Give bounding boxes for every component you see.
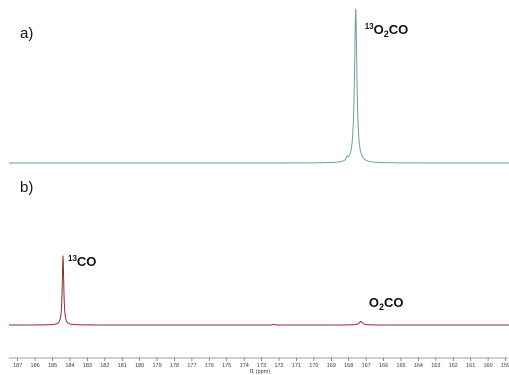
x-tick-label: 162 [449,363,458,369]
x-tick-label: 173 [257,363,266,369]
x-tick-label: 184 [65,363,74,369]
peak-label-13co: 13CO [68,254,96,269]
x-tick-label: 171 [292,363,301,369]
x-tick-label: 182 [100,363,109,369]
peak-label-o2co: O2CO [369,295,404,312]
x-tick-label: 172 [274,363,283,369]
x-tick-label: 181 [118,363,127,369]
x-tick-label: 178 [170,363,179,369]
panel-a: a) 13O2CO [9,8,509,164]
x-tick-label: 183 [83,363,92,369]
x-tick-label: 160 [484,363,493,369]
x-tick-label: 164 [414,363,423,369]
x-tick-label: 168 [344,363,353,369]
x-tick-label: 185 [48,363,57,369]
x-tick-label: 186 [31,363,40,369]
x-tick-label: 161 [466,363,475,369]
x-tick-label: 180 [135,363,144,369]
peak-label-13o2co: 13O2CO [365,22,409,39]
x-tick-label: 159 [501,363,509,369]
x-tick-label: 177 [187,363,196,369]
x-tick-label: 175 [222,363,231,369]
panel-b: b) 13CO O2CO [9,179,509,326]
x-axis-ticks: 187 186 185 184 183 182 181 180 179 178 177 176 175 1… [13,358,509,369]
x-axis: 187 186 185 184 183 182 181 180 179 178 177 176 175 1… [9,357,509,375]
x-tick-label: 176 [205,363,214,369]
x-tick-label: 163 [431,363,440,369]
x-tick-label: 170 [309,363,318,369]
x-tick-label: 179 [152,363,161,369]
x-tick-label: 187 [13,363,22,369]
x-tick-label: 174 [240,363,249,369]
x-tick-label: 166 [379,363,388,369]
x-tick-label: 167 [362,363,371,369]
x-tick-label: 165 [396,363,405,369]
spectrum-trace-a [9,8,509,164]
x-axis-title: f1 (ppm) [250,369,271,375]
spectrum-trace-b [9,255,509,326]
panel-a-label: a) [20,25,33,42]
panel-b-label: b) [20,179,33,196]
x-tick-label: 169 [327,363,336,369]
